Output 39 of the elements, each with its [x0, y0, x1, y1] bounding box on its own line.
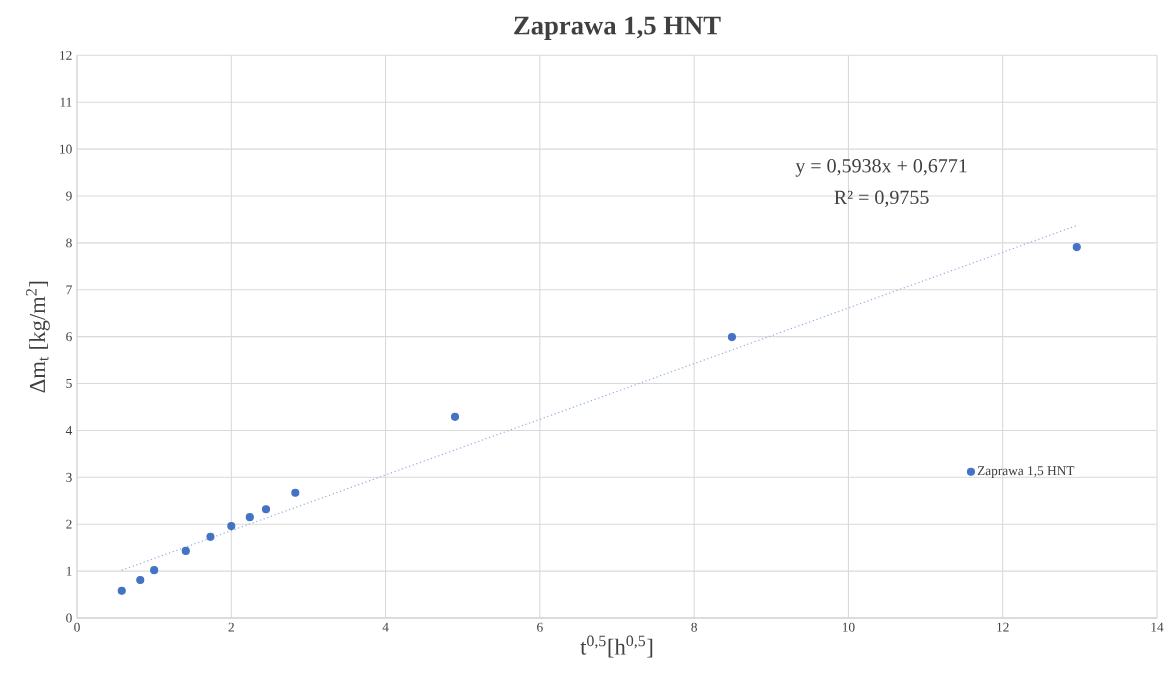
y-tick-label: 3 — [66, 472, 72, 482]
x-tick-label: 8 — [691, 622, 697, 632]
point — [1072, 243, 1081, 252]
y-tick-label: 5 — [66, 379, 72, 388]
y-tick-label: 6 — [66, 332, 72, 342]
point — [150, 566, 159, 575]
point — [727, 333, 737, 342]
x-tick-label: 14 — [1151, 622, 1164, 632]
annotation: R² = 0,9755 — [834, 190, 929, 207]
y-tick-label: 10 — [60, 144, 72, 154]
y-tick-label: 0 — [66, 613, 72, 623]
legend-label: Zaprawa 1,5 HNT — [977, 466, 1075, 478]
x-tick-label: 12 — [997, 622, 1009, 632]
x-tick-label: 2 — [228, 622, 234, 632]
chart-title: Zaprawa 1,5 HNT — [514, 16, 721, 40]
x-axis-title: t$^{0,5}$[h$^{0,5}$] — [580, 635, 653, 658]
y-tick-label: 7 — [66, 285, 72, 295]
x-tick-label: 4 — [382, 622, 389, 632]
y-tick-label: 4 — [65, 426, 73, 435]
point — [117, 586, 126, 595]
point — [245, 513, 254, 522]
y-tick-label: 2 — [66, 519, 72, 529]
point — [227, 522, 236, 531]
point — [136, 575, 145, 585]
point — [261, 505, 271, 514]
y-axis-title: Δm$_{t}$ [kg/m$^{2}$] — [26, 281, 50, 393]
x-tick-label: 10 — [842, 622, 855, 632]
point — [181, 546, 190, 555]
y-tick-label: 1 — [66, 566, 72, 576]
y-tick-label: 12 — [60, 50, 72, 60]
annotation: y = 0,5938x + 0,6771 — [795, 159, 967, 177]
point — [206, 532, 215, 541]
x-tick-label: 6 — [537, 622, 543, 632]
y-tick-label: 8 — [66, 238, 72, 248]
y-tick-label: 11 — [60, 97, 72, 107]
y-tick-label: 9 — [66, 191, 72, 201]
point — [291, 488, 300, 497]
x-tick-label: 0 — [74, 622, 80, 632]
point — [450, 412, 460, 421]
